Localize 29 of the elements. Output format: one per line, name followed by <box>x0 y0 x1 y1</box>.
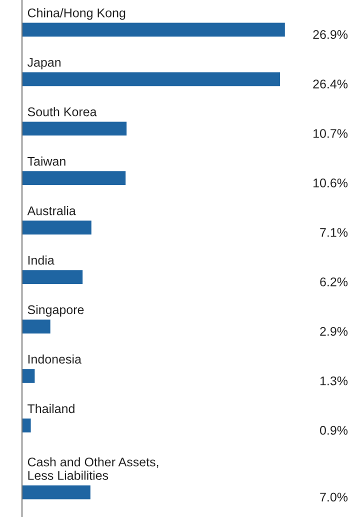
y-tick-label: China/Hong Kong <box>28 8 126 20</box>
data-label: 10.6% <box>314 178 348 188</box>
y-tick-label: Taiwan <box>28 156 66 166</box>
data-label: 7.1% <box>320 228 348 237</box>
bar <box>22 72 280 86</box>
y-tick-label: South Korea <box>28 107 97 116</box>
data-label: 7.0% <box>320 492 348 502</box>
data-label: 10.7% <box>314 129 348 138</box>
data-label: 2.9% <box>320 326 348 336</box>
y-tick-label: Thailand <box>28 404 74 414</box>
y-tick-label: Australia <box>27 206 76 216</box>
y-tick-label: Indonesia <box>28 354 82 364</box>
bar <box>22 171 126 186</box>
data-label: 1.3% <box>320 376 348 386</box>
y-tick-label: Singapore <box>28 304 84 317</box>
data-label: 26.9% <box>313 30 348 39</box>
data-label: 0.9% <box>320 426 348 435</box>
y-tick-label: Cash and Other Assets, Less Liabilities <box>28 457 158 480</box>
data-label: 6.2% <box>320 277 348 286</box>
bar <box>22 320 50 334</box>
bar <box>22 369 35 383</box>
bar <box>22 22 285 37</box>
y-tick-label: Japan <box>27 58 61 70</box>
y-tick-label: India <box>28 256 54 265</box>
data-label: 26.4% <box>313 80 348 88</box>
bar <box>22 220 92 235</box>
bar <box>22 270 83 284</box>
bar <box>22 418 31 432</box>
bar <box>22 122 127 136</box>
